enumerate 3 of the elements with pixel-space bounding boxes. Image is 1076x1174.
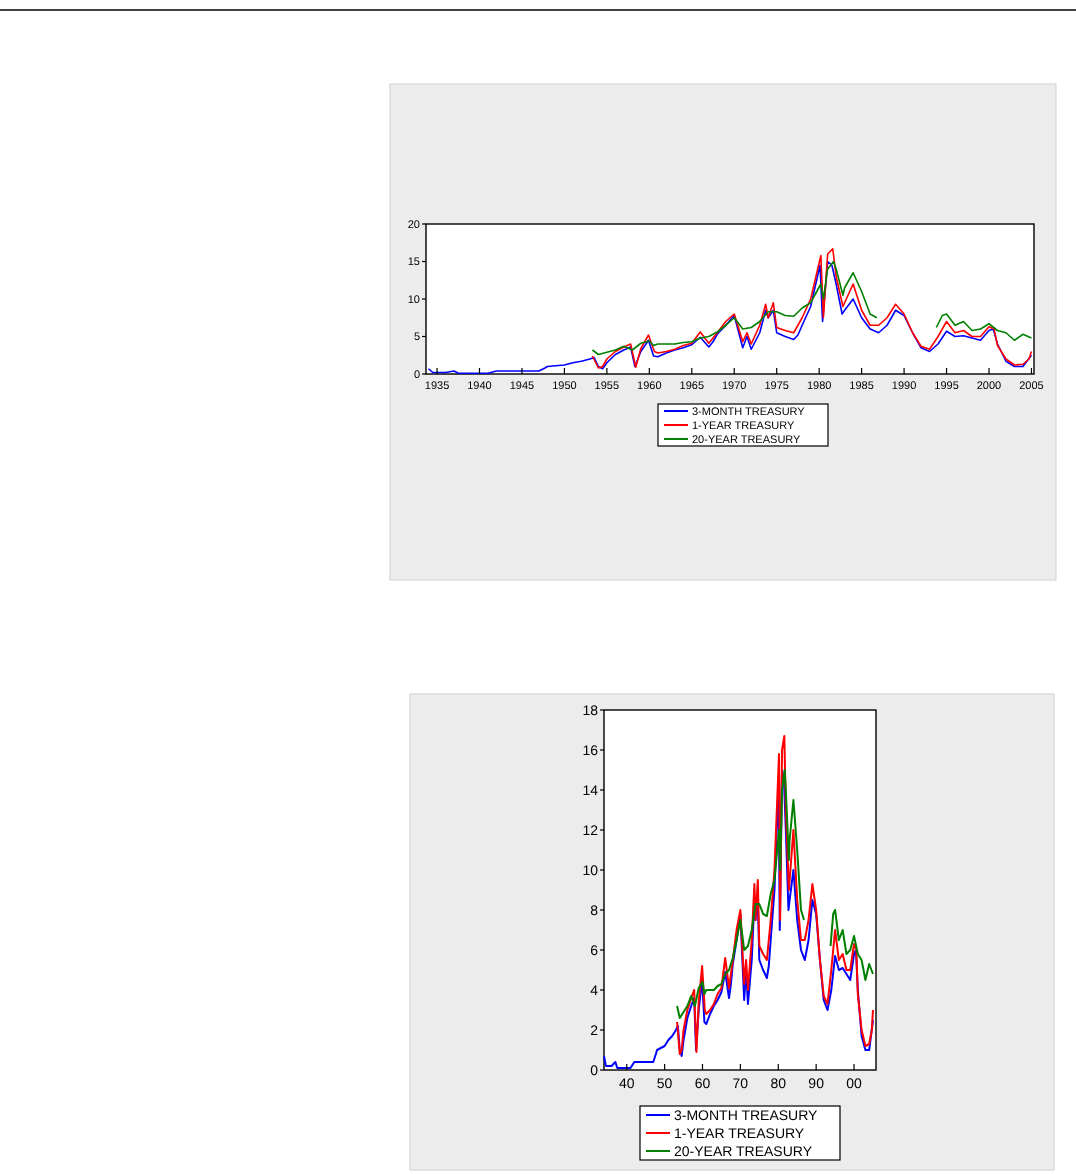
line-series <box>676 735 874 1055</box>
line-series <box>427 260 1033 375</box>
line-series <box>591 247 1033 369</box>
